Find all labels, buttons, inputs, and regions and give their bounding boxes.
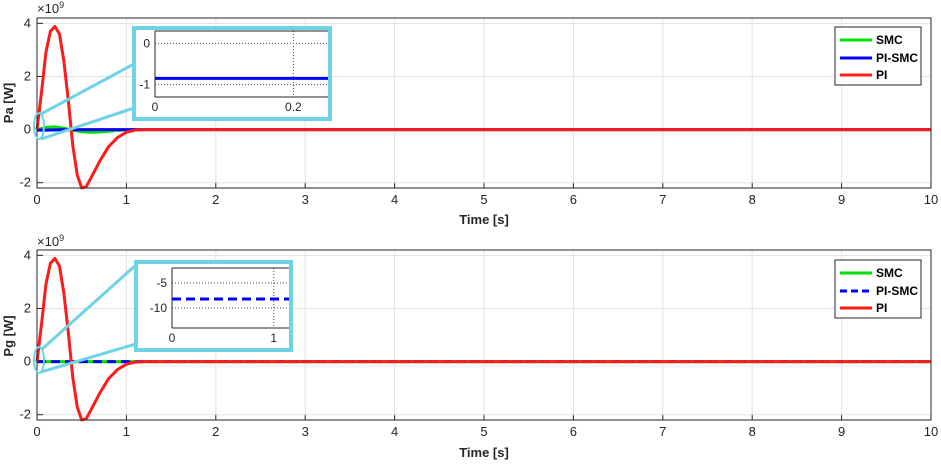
top-legend-label-pismc: PI-SMC xyxy=(876,51,918,65)
series-line-pi xyxy=(35,25,931,190)
inset-frame xyxy=(132,26,332,121)
inset-x-tick-label: 1 xyxy=(270,331,277,345)
y-tick-label: 2 xyxy=(24,68,31,83)
bottom-legend-label-pismc: PI-SMC xyxy=(876,284,918,298)
bottom-axes-box xyxy=(36,249,932,421)
top-legend: SMC PI-SMC PI xyxy=(834,26,922,86)
x-tick-label: 4 xyxy=(391,192,398,207)
x-tick-label: 5 xyxy=(480,192,487,207)
x-tick-label: 7 xyxy=(659,424,666,439)
top-y-axis-label: Pa [W] xyxy=(1,83,16,123)
inset-y-tick-label: 0 xyxy=(143,36,150,50)
top-y-exponent: ×109 xyxy=(37,0,64,16)
bottom-legend-label-pi: PI xyxy=(876,301,887,315)
x-tick-label: 6 xyxy=(570,192,577,207)
x-tick-label: 3 xyxy=(302,192,309,207)
x-tick-label: 0 xyxy=(33,192,40,207)
bottom-y-axis-label: Pg [W] xyxy=(1,315,16,356)
series-line-pi xyxy=(35,257,931,422)
x-tick-label: 2 xyxy=(212,424,219,439)
top-zoom-marker xyxy=(33,112,45,140)
y-tick-label: 4 xyxy=(24,247,31,262)
inset-y-tick-label: -5 xyxy=(156,276,167,290)
x-tick-label: 9 xyxy=(838,192,845,207)
x-tick-label: 7 xyxy=(659,192,666,207)
top-axes-box xyxy=(36,17,932,189)
x-tick-label: 8 xyxy=(749,192,756,207)
bottom-legend: SMC PI-SMC PI xyxy=(834,259,922,319)
top-x-axis-label: Time [s] xyxy=(459,212,509,227)
inset-x-tick-label: 0.2 xyxy=(285,100,302,114)
bottom-y-exponent: ×109 xyxy=(37,233,64,249)
y-tick-label: 4 xyxy=(24,15,31,30)
top-y-tick-labels: -2 0 2 4 xyxy=(19,15,31,189)
top-x-tick-labels: 0 1 2 3 4 5 6 7 8 9 10 xyxy=(33,192,938,207)
x-tick-label: 0 xyxy=(33,424,40,439)
x-tick-label: 10 xyxy=(924,192,938,207)
y-tick-label: -2 xyxy=(19,407,31,422)
inset-y-tick-label: -1 xyxy=(139,78,150,92)
inset-y-tick-label: -10 xyxy=(150,301,168,315)
inset-x-tick-label: 0 xyxy=(169,331,176,345)
top-legend-label-pi: PI xyxy=(876,68,887,82)
y-tick-label: -2 xyxy=(19,175,31,190)
x-tick-label: 1 xyxy=(123,424,130,439)
bottom-legend-label-smc: SMC xyxy=(876,266,903,280)
y-tick-label: 0 xyxy=(24,122,31,137)
x-tick-label: 5 xyxy=(480,424,487,439)
bottom-series-lines xyxy=(35,257,931,422)
x-tick-label: 2 xyxy=(212,192,219,207)
y-tick-label: 0 xyxy=(24,354,31,369)
x-tick-label: 3 xyxy=(302,424,309,439)
bottom-zoom-connector xyxy=(39,263,138,374)
bottom-zoom-marker xyxy=(33,346,45,374)
bottom-inset: 0 1 -5 -10 xyxy=(134,260,293,352)
inset-frame xyxy=(134,260,293,352)
top-zoom-connector xyxy=(40,62,135,141)
y-tick-label: 2 xyxy=(24,300,31,315)
top-legend-label-smc: SMC xyxy=(876,33,903,47)
x-tick-label: 9 xyxy=(838,424,845,439)
x-tick-label: 6 xyxy=(570,424,577,439)
top-inset: 0 0.20-1 xyxy=(132,26,332,121)
inset-x-tick-label: 0 xyxy=(152,100,159,114)
bottom-x-axis-label: Time [s] xyxy=(459,445,509,460)
x-tick-label: 1 xyxy=(123,192,130,207)
x-tick-label: 10 xyxy=(924,424,938,439)
x-tick-label: 4 xyxy=(391,424,398,439)
bottom-x-tick-labels: 0 1 2 3 4 5 6 7 8 9 10 xyxy=(33,424,938,439)
bottom-y-tick-labels: -2 0 2 4 xyxy=(19,247,31,421)
x-tick-label: 8 xyxy=(749,424,756,439)
